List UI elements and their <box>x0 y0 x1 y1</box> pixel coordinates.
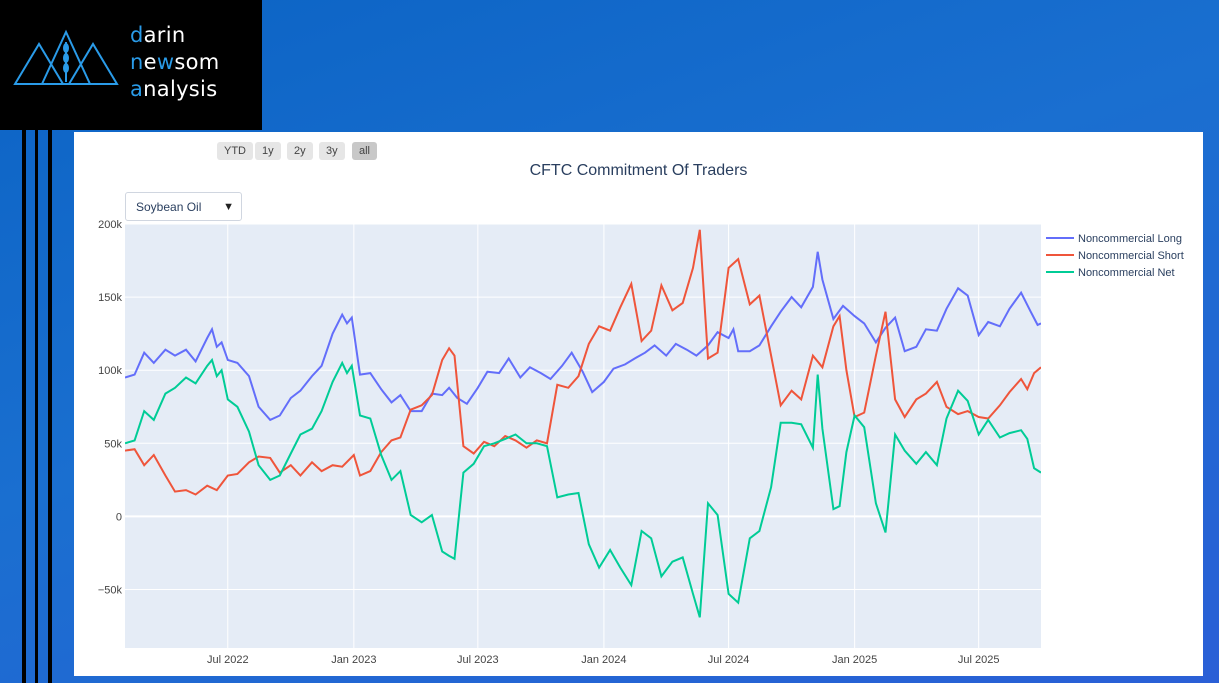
legend-entry[interactable]: Noncommercial Long <box>1078 233 1182 245</box>
y-tick-label: 50k <box>104 438 122 450</box>
x-tick-label: Jul 2023 <box>457 654 499 666</box>
decorative-stripe <box>22 130 26 683</box>
legend-entry[interactable]: Noncommercial Net <box>1078 267 1175 279</box>
line-chart[interactable]: 200k 150k 100k 50k 0 −50k Jul 2022 Jan 2023 Jul … <box>74 132 1203 676</box>
x-tick-label: Jul 2024 <box>708 654 750 666</box>
x-tick-label: Jan 2025 <box>832 654 877 666</box>
logo-wordmark: darin newsom analysis <box>130 23 220 101</box>
x-tick-label: Jan 2024 <box>581 654 626 666</box>
chart-title: CFTC Commitment Of Traders <box>529 162 748 179</box>
y-tick-label: −50k <box>98 585 123 597</box>
y-tick-label: 150k <box>98 292 122 304</box>
dropdown-value: Soybean Oil <box>136 200 202 214</box>
chart-panel: YTD 1y 2y 3y all CFTC Commitment Of Trad… <box>74 132 1203 676</box>
y-tick-label: 200k <box>98 219 122 231</box>
y-tick-label: 100k <box>98 365 122 377</box>
series-line-noncommercial-net[interactable] <box>125 357 1041 618</box>
x-tick-label: Jul 2025 <box>958 654 1000 666</box>
decorative-stripe <box>48 130 52 683</box>
range-button-3y[interactable]: 3y <box>319 142 345 160</box>
logo: darin newsom analysis <box>0 0 262 130</box>
range-button-all[interactable]: all <box>352 142 378 160</box>
range-button-1y[interactable]: 1y <box>255 142 281 160</box>
range-button-2y[interactable]: 2y <box>287 142 313 160</box>
plot-area <box>125 224 1041 648</box>
legend-entry[interactable]: Noncommercial Short <box>1078 250 1184 262</box>
x-tick-label: Jan 2023 <box>331 654 376 666</box>
decorative-stripe <box>35 130 38 683</box>
mountain-logo-icon <box>13 29 119 85</box>
range-button-ytd[interactable]: YTD <box>217 142 253 160</box>
y-tick-label: 0 <box>116 511 122 523</box>
commodity-dropdown[interactable]: Soybean Oil ▼ <box>125 192 242 221</box>
x-tick-label: Jul 2022 <box>207 654 249 666</box>
chevron-down-icon: ▼ <box>223 201 234 213</box>
